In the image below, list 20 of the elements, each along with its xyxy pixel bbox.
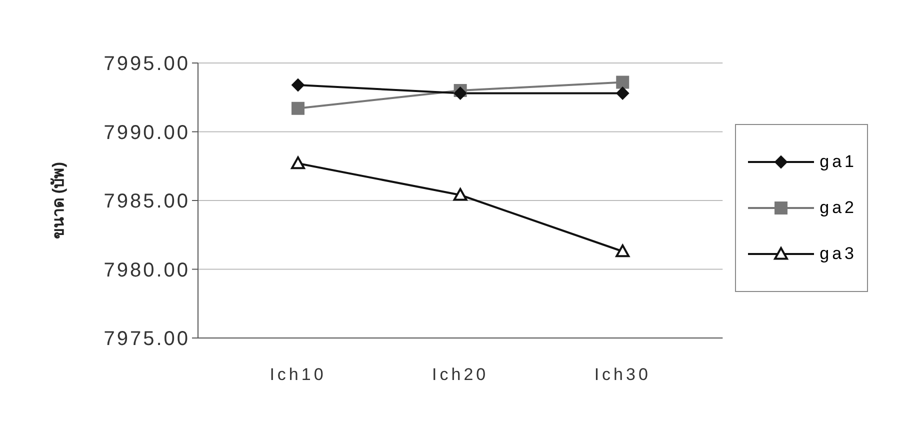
point [453, 188, 468, 201]
point [616, 244, 630, 258]
point [454, 86, 467, 100]
y-tick-label: 7985.00 [104, 190, 190, 213]
y-tick-label: 7975.00 [104, 328, 190, 350]
y-tick-label: 7990.00 [104, 122, 190, 144]
point [292, 102, 304, 115]
y-axis-title: ขนาด (บัพ) [50, 162, 68, 240]
y-tick-label: 7995.00 [104, 53, 190, 76]
x-tick-label: Ich30 [594, 365, 651, 384]
point [291, 156, 305, 170]
legend-label: ga2 [820, 198, 857, 218]
point [616, 86, 630, 100]
y-tick-label: 7980.00 [104, 259, 190, 282]
x-tick-label: Ich10 [270, 365, 326, 384]
legend-label: ga1 [820, 152, 857, 172]
legend-label: ga3 [820, 244, 857, 264]
point [616, 76, 630, 89]
x-tick-label: Ich20 [432, 365, 489, 384]
point [292, 78, 304, 92]
